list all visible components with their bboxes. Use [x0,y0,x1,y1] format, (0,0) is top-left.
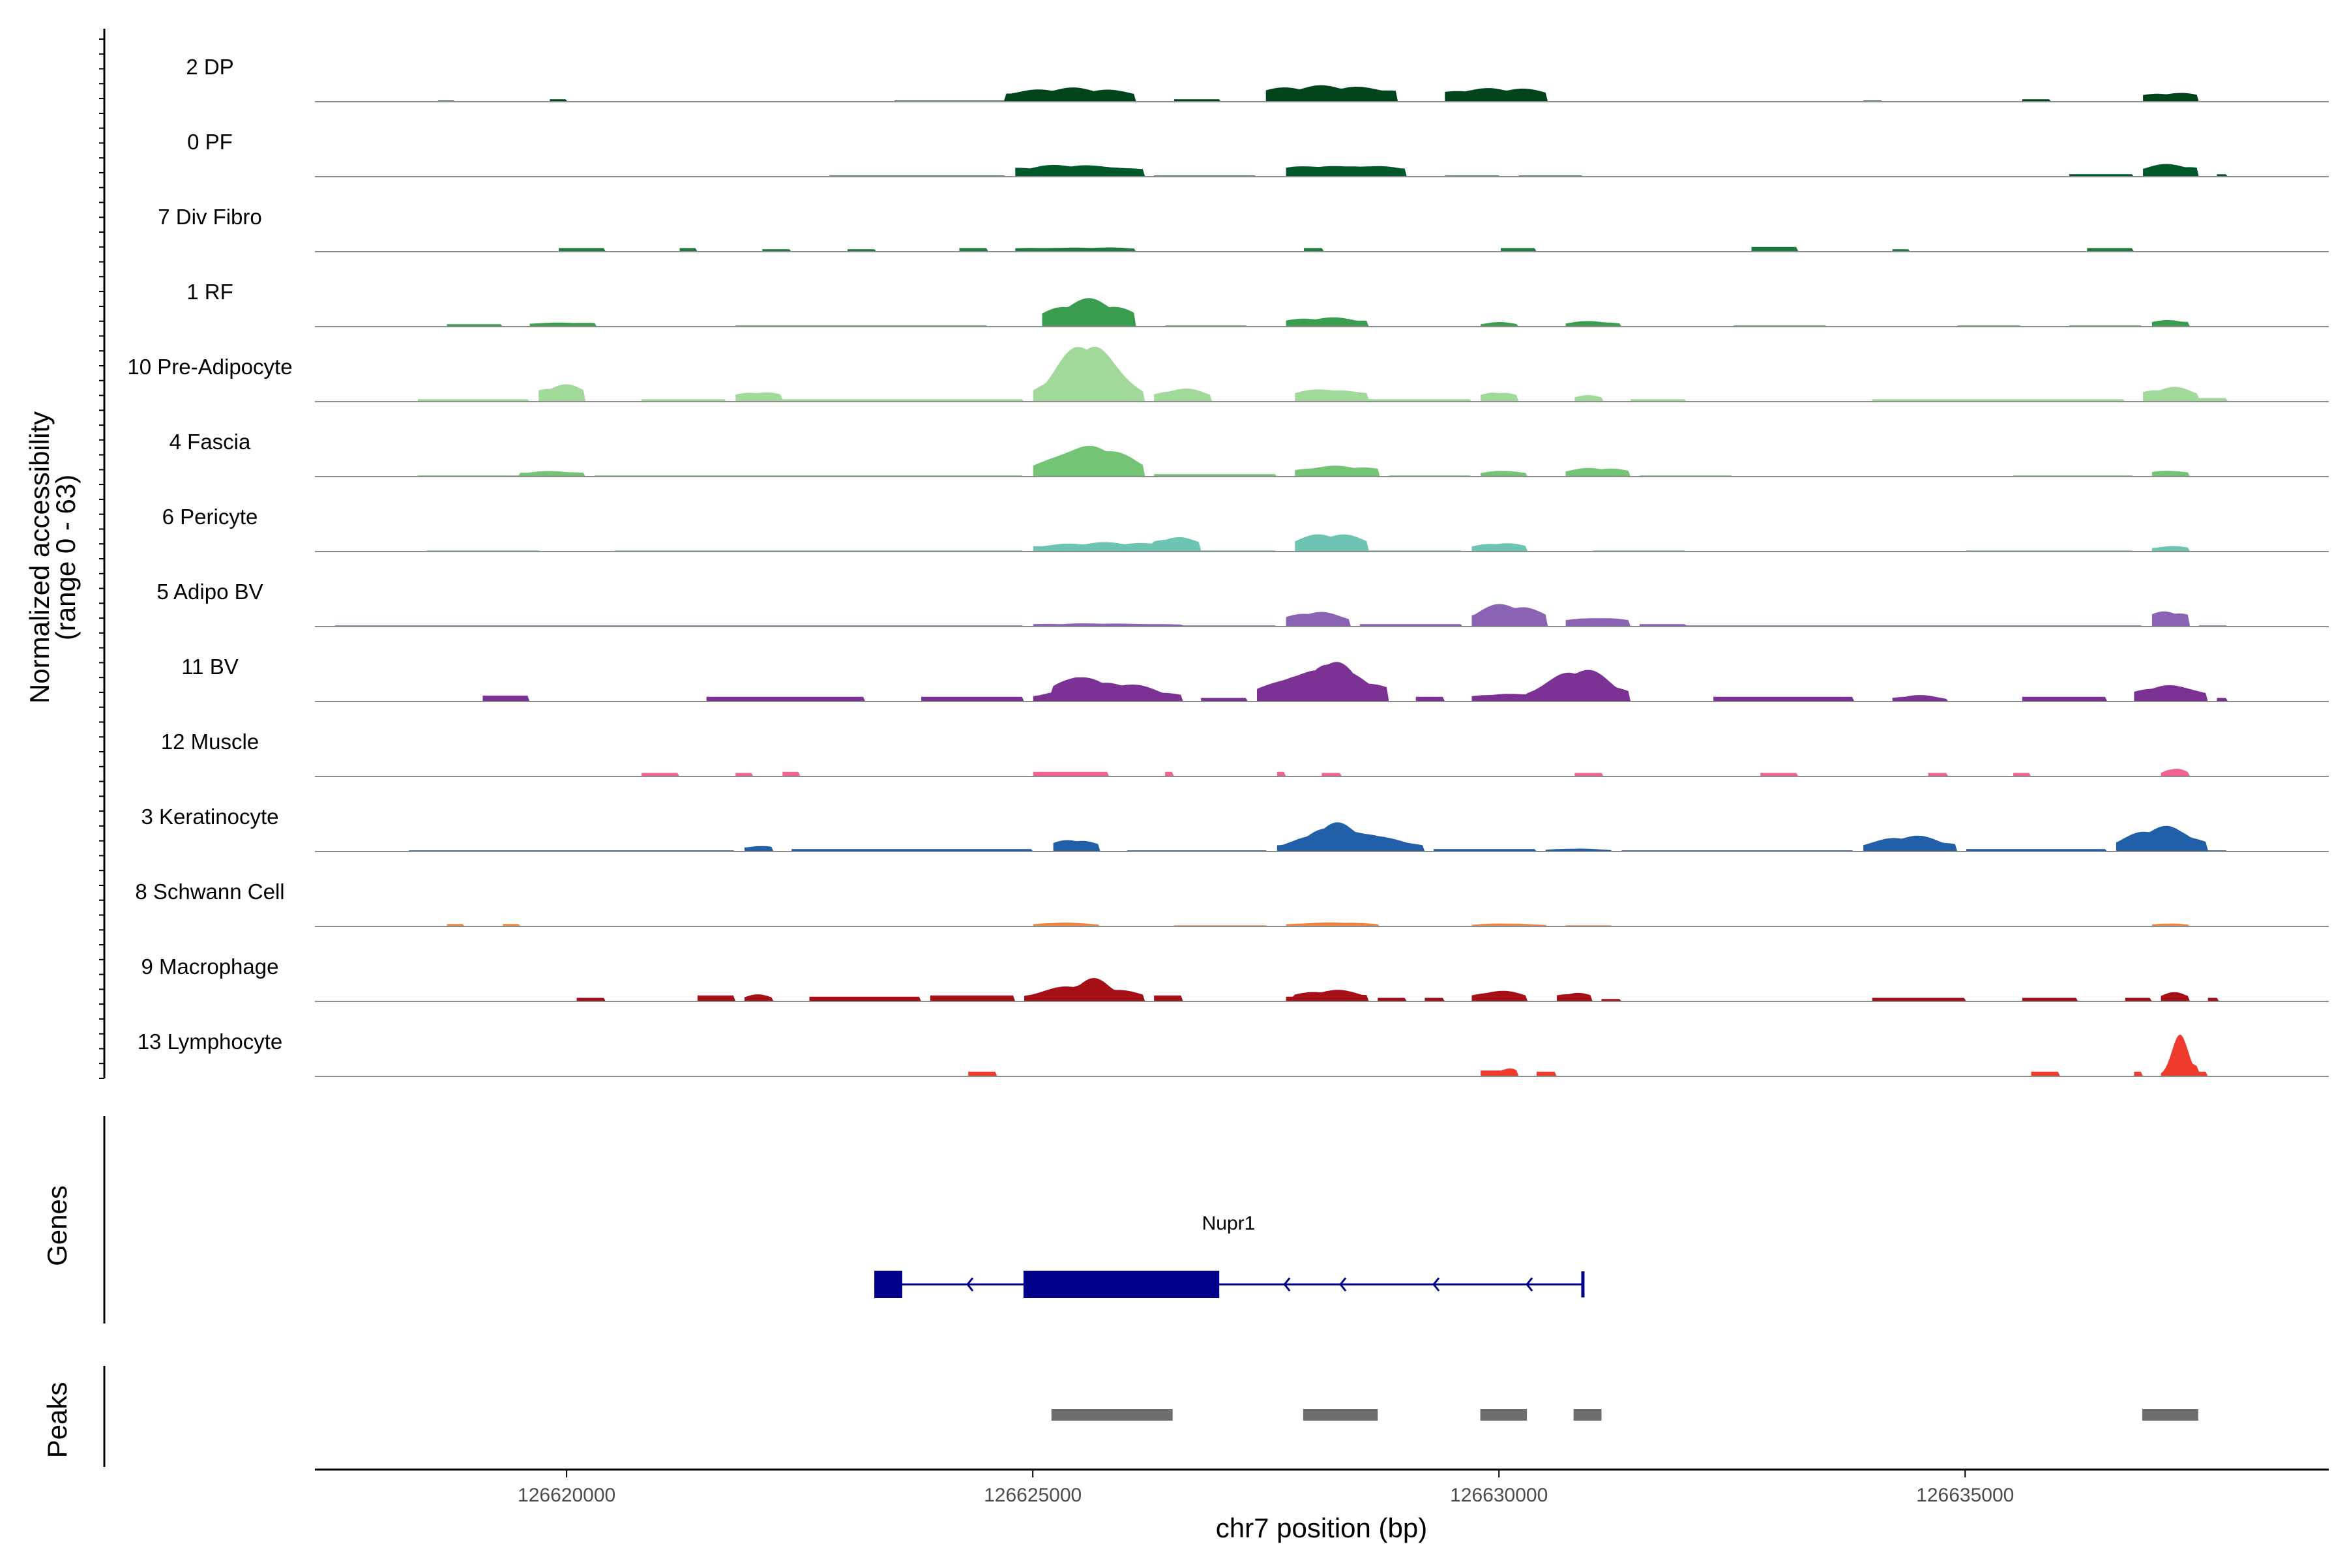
track-7-div-fibro: 7 Div Fibro [158,205,2329,252]
track-label: 1 RF [186,280,233,304]
peak-region [1573,1409,1602,1421]
genes-track-label: Genes [42,1185,72,1266]
gene-strand-arrow [1432,1277,1440,1292]
gene-strand-arrow [966,1277,974,1292]
coverage-area [437,85,2199,102]
coverage-area [576,978,2219,1001]
coverage-area [417,445,2191,477]
y-axis [99,29,106,1079]
coverage-tracks: 2 DP 0 PF 7 Div Fibro 1 RF 10 Pre-Adipocyte 4… [127,55,2329,1077]
gene-strand-arrow [1526,1277,1533,1292]
track-11-bv: 11 BV [181,655,2329,702]
x-axis-title: chr7 position (bp) [1216,1513,1428,1543]
coverage-area [968,1035,2208,1076]
track-label: 11 BV [181,655,238,679]
track-label: 8 Schwann Cell [135,880,284,904]
coverage-area [482,662,2228,702]
coverage-area [642,769,2191,777]
coverage-area [447,922,2191,926]
coverage-area [417,346,2228,402]
track-5-adipo-bv: 5 Adipo BV [156,580,2329,627]
track-6-pericyte: 6 Pericyte [162,505,2329,552]
track-0-pf: 0 PF [187,130,2329,177]
track-2-dp: 2 DP [186,55,2329,102]
track-12-muscle: 12 Muscle [161,730,2329,777]
gene-strand-arrow [1339,1277,1347,1292]
track-label: 13 Lymphocyte [138,1029,283,1054]
track-3-keratinocyte: 3 Keratinocyte [141,805,2329,852]
track-label: 10 Pre-Adipocyte [127,355,292,379]
x-axis: 126620000 126625000 126630000 126635000 [315,1468,2329,1506]
gene-exon [874,1271,902,1298]
coverage-area [559,246,2134,252]
coverage-area [829,164,2228,177]
gene-strand-arrow [1283,1277,1291,1292]
track-10-pre-adipocyte: 10 Pre-Adipocyte [127,346,2329,402]
track-9-macrophage: 9 Macrophage [141,954,2329,1002]
x-tick-label: 126625000 [984,1485,1082,1506]
track-4-fascia: 4 Fascia [170,430,2329,477]
x-tick-label: 126635000 [1916,1485,2014,1506]
track-8-schwann-cell: 8 Schwann Cell [135,880,2329,927]
y-axis-title: Normalized accessibility [24,411,55,703]
gene-label: Nupr1 [1202,1213,1256,1234]
track-label: 12 Muscle [161,730,259,754]
track-label: 6 Pericyte [162,505,258,529]
track-label: 7 Div Fibro [158,205,262,229]
peak-region [1480,1409,1528,1421]
y-axis-title-range: (range 0 - 63) [50,475,81,640]
x-tick-label: 126620000 [518,1485,615,1506]
genes-track: Nupr1 [103,1116,1585,1324]
x-tick-label: 126630000 [1450,1485,1548,1506]
track-label: 3 Keratinocyte [141,805,279,829]
peak-region [2142,1409,2198,1421]
coverage-area [426,534,2191,552]
coverage-area [334,604,2228,627]
gene-exon [1023,1271,1220,1298]
track-label: 5 Adipo BV [156,580,263,604]
track-label: 0 PF [187,130,233,154]
coverage-area [409,822,2228,851]
track-13-lymphocyte: 13 Lymphocyte [138,1029,2329,1077]
coverage-area [447,298,2191,327]
peak-region [1051,1409,1173,1421]
track-label: 4 Fascia [170,430,251,454]
track-1-rf: 1 RF [186,280,2329,327]
track-label: 2 DP [186,55,233,79]
peak-region [1303,1409,1378,1421]
peaks-track [103,1366,2198,1467]
track-label: 9 Macrophage [141,954,279,979]
peaks-track-label: Peaks [42,1382,72,1458]
